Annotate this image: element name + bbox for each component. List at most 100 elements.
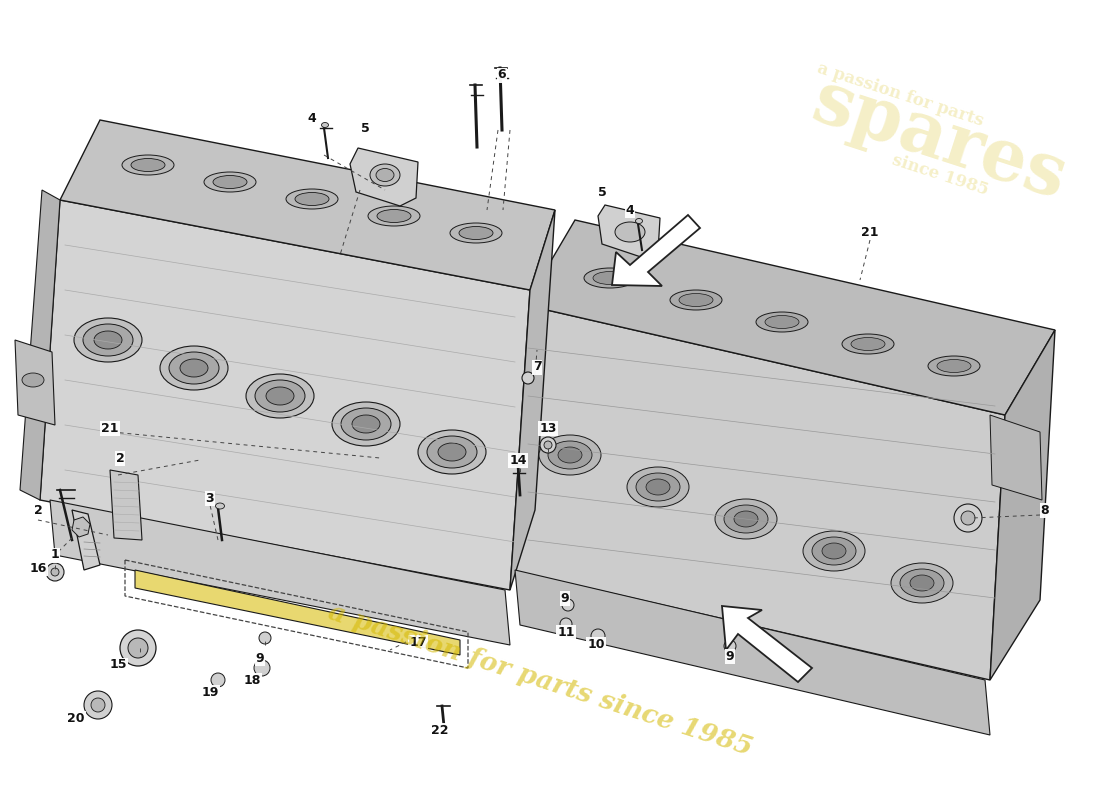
- Polygon shape: [15, 340, 55, 425]
- Ellipse shape: [539, 435, 601, 475]
- Polygon shape: [60, 120, 556, 290]
- Ellipse shape: [636, 473, 680, 501]
- Ellipse shape: [646, 479, 670, 495]
- Polygon shape: [135, 570, 460, 655]
- Ellipse shape: [900, 569, 944, 597]
- Polygon shape: [612, 215, 700, 286]
- Ellipse shape: [377, 210, 411, 222]
- Polygon shape: [50, 500, 510, 645]
- Ellipse shape: [180, 359, 208, 377]
- Text: a passion for parts: a passion for parts: [815, 60, 986, 130]
- Ellipse shape: [812, 537, 856, 565]
- Polygon shape: [492, 297, 525, 570]
- Text: 15: 15: [109, 658, 126, 671]
- Polygon shape: [990, 415, 1042, 500]
- Polygon shape: [72, 517, 90, 537]
- Text: 17: 17: [409, 635, 427, 649]
- Ellipse shape: [169, 352, 219, 384]
- Ellipse shape: [928, 356, 980, 376]
- Text: 9: 9: [726, 650, 735, 662]
- Ellipse shape: [636, 218, 642, 223]
- Circle shape: [128, 638, 148, 658]
- Ellipse shape: [286, 189, 338, 209]
- Ellipse shape: [842, 334, 894, 354]
- Polygon shape: [72, 510, 100, 570]
- Circle shape: [258, 632, 271, 644]
- Ellipse shape: [803, 531, 865, 571]
- Ellipse shape: [548, 441, 592, 469]
- Text: 3: 3: [206, 491, 214, 505]
- Ellipse shape: [584, 268, 636, 288]
- Ellipse shape: [822, 543, 846, 559]
- Ellipse shape: [615, 222, 645, 242]
- Ellipse shape: [937, 359, 971, 373]
- Text: 4: 4: [308, 111, 317, 125]
- Ellipse shape: [94, 331, 122, 349]
- Ellipse shape: [670, 290, 722, 310]
- Ellipse shape: [427, 436, 477, 468]
- Ellipse shape: [216, 503, 224, 509]
- Ellipse shape: [22, 373, 44, 387]
- Text: 6: 6: [497, 69, 506, 82]
- Ellipse shape: [679, 294, 713, 306]
- Polygon shape: [515, 570, 990, 735]
- Circle shape: [84, 691, 112, 719]
- Text: 14: 14: [509, 454, 527, 466]
- Ellipse shape: [370, 164, 400, 186]
- Text: 5: 5: [361, 122, 370, 134]
- Circle shape: [51, 568, 59, 576]
- Text: 21: 21: [861, 226, 879, 238]
- Polygon shape: [525, 220, 1055, 415]
- Ellipse shape: [459, 226, 493, 239]
- Text: 5: 5: [597, 186, 606, 199]
- Text: 4: 4: [626, 203, 635, 217]
- Circle shape: [961, 511, 975, 525]
- Text: 1: 1: [51, 549, 59, 562]
- Ellipse shape: [82, 324, 133, 356]
- Ellipse shape: [131, 158, 165, 171]
- Text: 9: 9: [561, 591, 570, 605]
- Text: 19: 19: [201, 686, 219, 698]
- Text: 2: 2: [34, 503, 43, 517]
- Text: 16: 16: [30, 562, 46, 574]
- Ellipse shape: [368, 206, 420, 226]
- Ellipse shape: [715, 499, 777, 539]
- Ellipse shape: [418, 430, 486, 474]
- Ellipse shape: [74, 318, 142, 362]
- Ellipse shape: [341, 408, 390, 440]
- Ellipse shape: [246, 374, 314, 418]
- Circle shape: [211, 673, 226, 687]
- Ellipse shape: [851, 338, 886, 350]
- Ellipse shape: [255, 380, 305, 412]
- Text: 22: 22: [431, 723, 449, 737]
- Circle shape: [522, 372, 534, 384]
- Polygon shape: [598, 205, 660, 258]
- Circle shape: [954, 504, 982, 532]
- Ellipse shape: [627, 467, 689, 507]
- Text: 21: 21: [101, 422, 119, 434]
- Polygon shape: [40, 200, 530, 590]
- Ellipse shape: [352, 415, 379, 433]
- Text: 11: 11: [558, 626, 574, 638]
- Text: 10: 10: [587, 638, 605, 650]
- Ellipse shape: [756, 312, 808, 332]
- Ellipse shape: [160, 346, 228, 390]
- Circle shape: [544, 441, 552, 449]
- Text: since 1985: since 1985: [890, 151, 990, 198]
- Ellipse shape: [122, 155, 174, 175]
- Circle shape: [540, 437, 556, 453]
- Text: 8: 8: [1041, 503, 1049, 517]
- Circle shape: [724, 640, 736, 652]
- Ellipse shape: [321, 122, 329, 127]
- Ellipse shape: [213, 175, 248, 189]
- Polygon shape: [20, 190, 60, 500]
- Ellipse shape: [593, 271, 627, 285]
- Circle shape: [560, 618, 572, 630]
- Text: 13: 13: [539, 422, 557, 434]
- Polygon shape: [990, 330, 1055, 680]
- Circle shape: [591, 629, 605, 643]
- Circle shape: [254, 660, 270, 676]
- Ellipse shape: [266, 387, 294, 405]
- Text: 20: 20: [67, 711, 85, 725]
- Ellipse shape: [764, 315, 799, 329]
